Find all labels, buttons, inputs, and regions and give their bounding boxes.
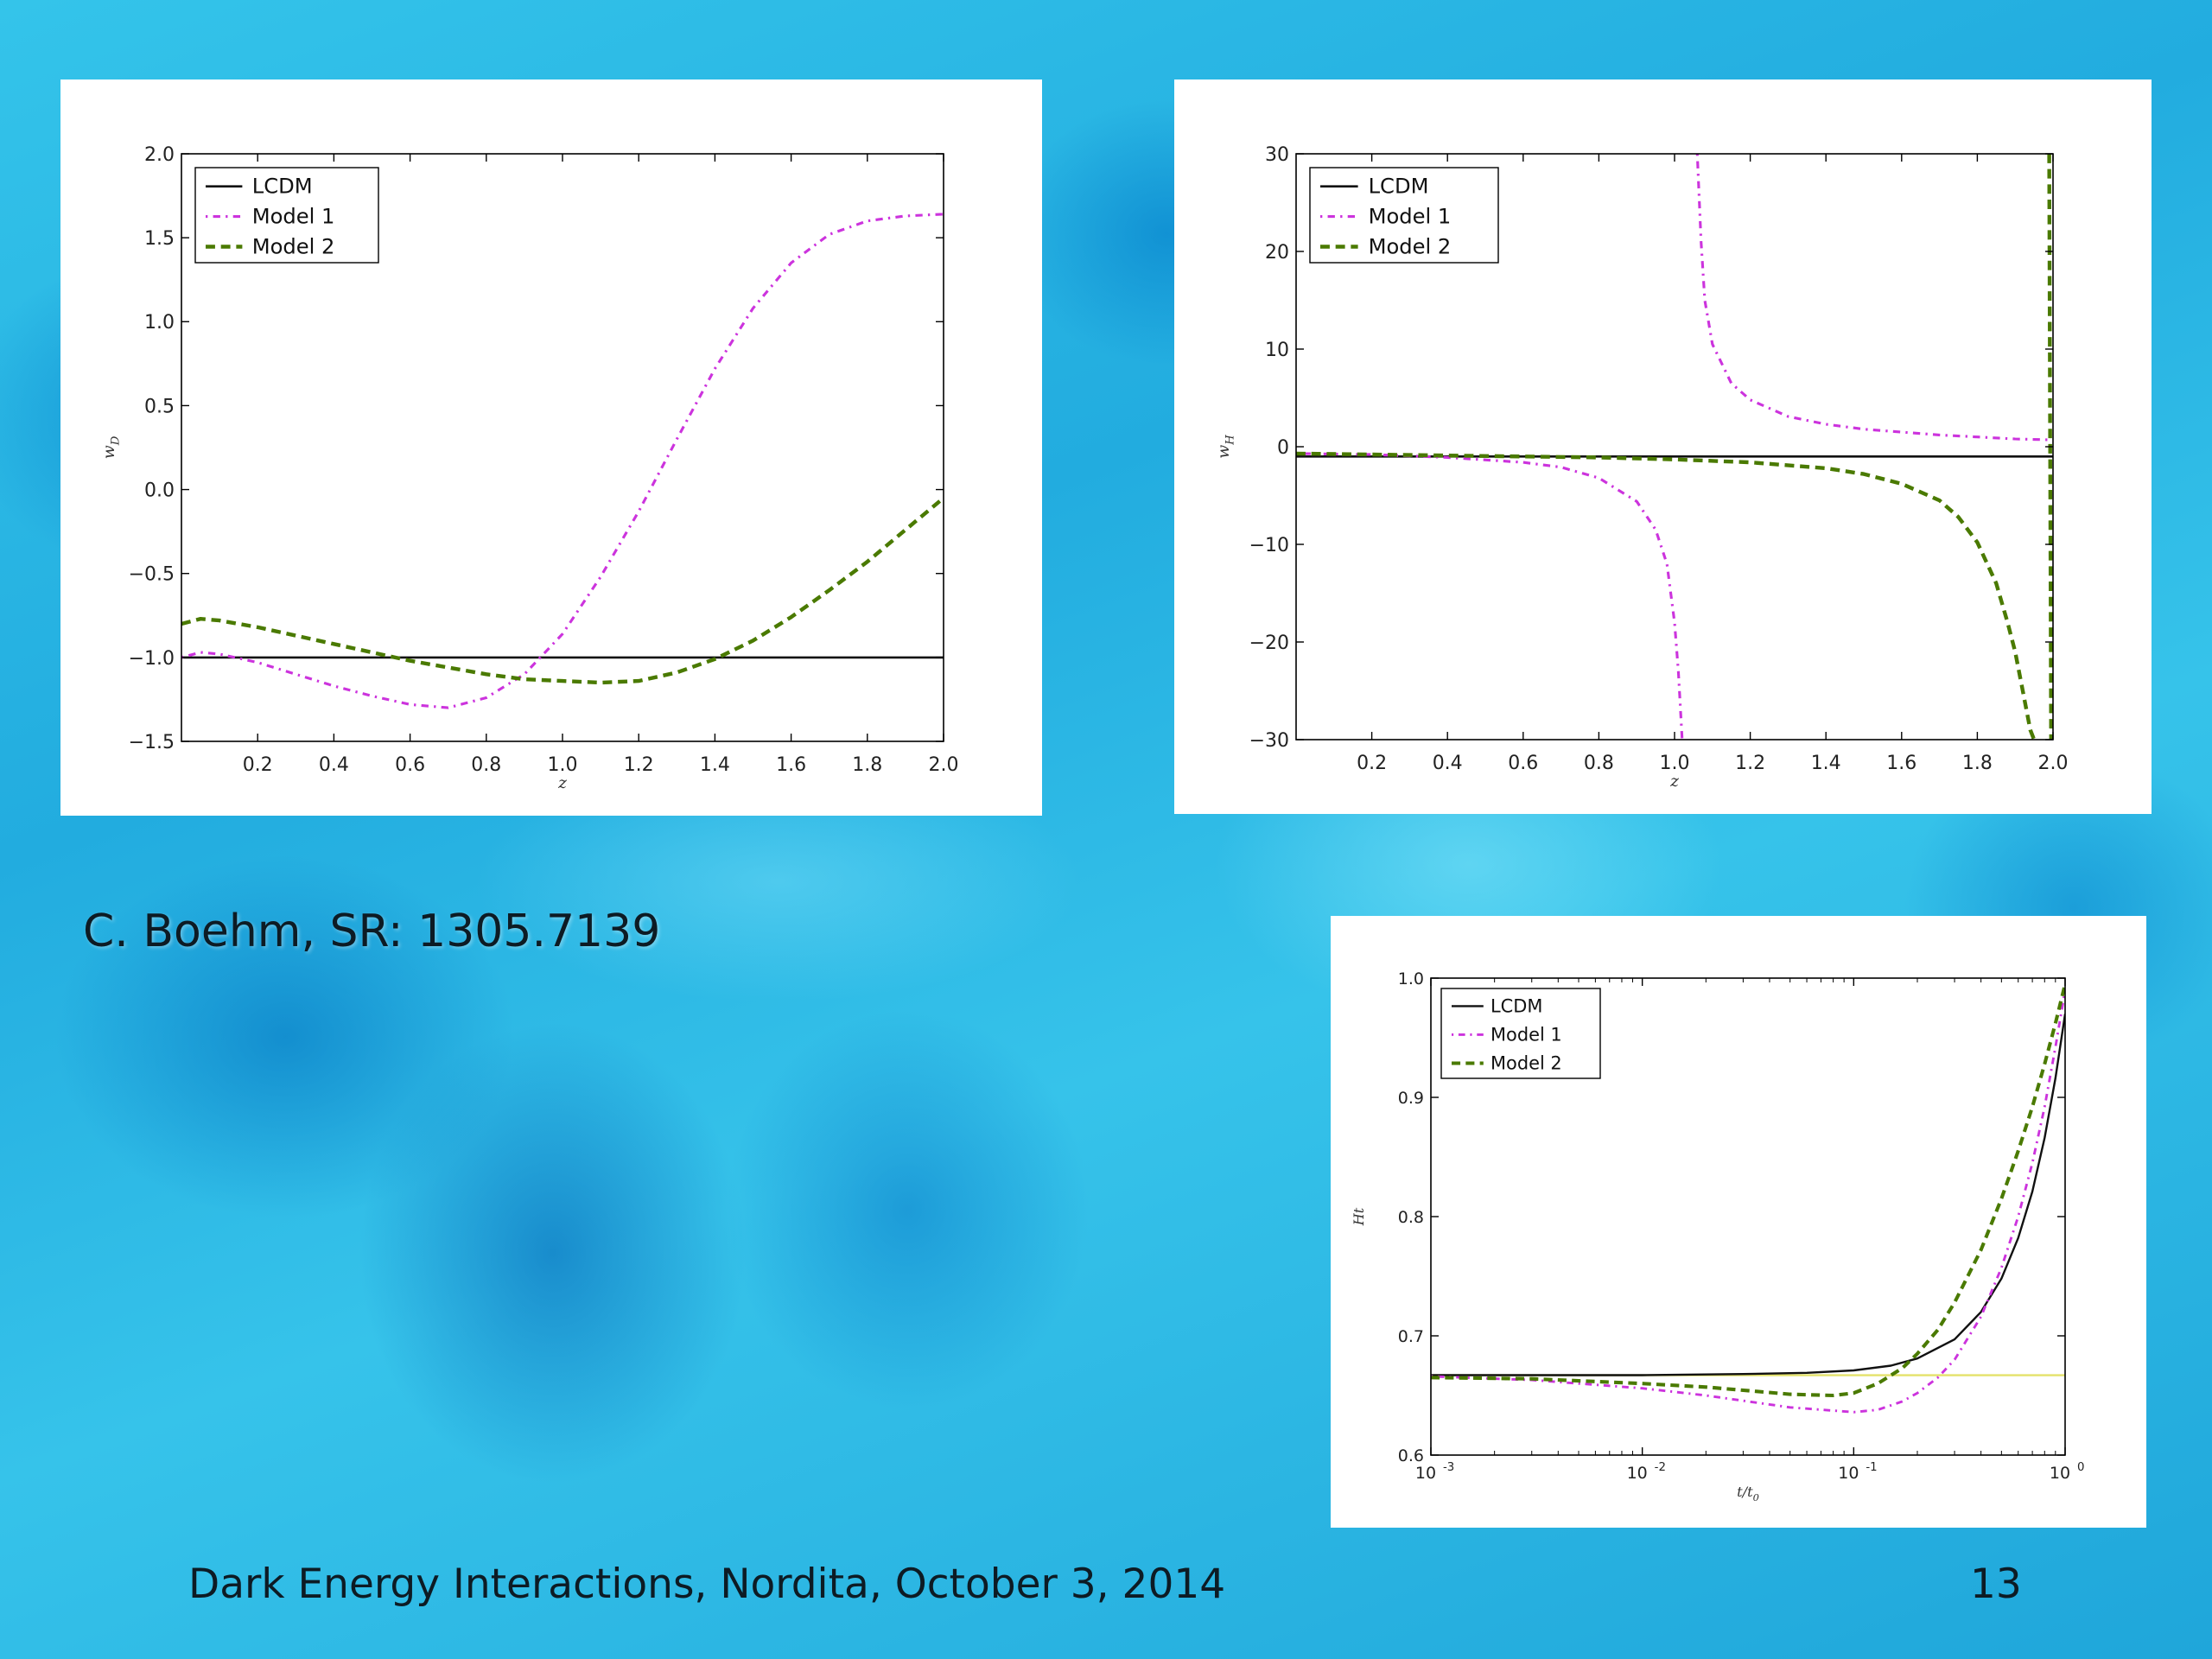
y-tick-label: −20: [1249, 632, 1289, 654]
x-tick-label: 10: [2050, 1464, 2070, 1483]
x-tick-label: 1.2: [624, 754, 654, 776]
legend-label: LCDM: [1491, 995, 1542, 1016]
x-tick-label: 1.8: [1962, 753, 1993, 774]
y-axis-label: wD: [100, 435, 123, 459]
legend-label: Model 1: [1491, 1024, 1562, 1045]
y-tick-label: 2.0: [144, 144, 175, 166]
x-tick-exponent: -2: [1655, 1461, 1666, 1474]
x-tick-label: 0.6: [395, 754, 425, 776]
chart-panel-wd: 0.2 0.4 0.6 0.8 1.0 1.2 1.4 1.6 1.8 2.0 2.0 1.5 1.0 0…: [60, 79, 1042, 816]
x-tick-label: 10: [1415, 1464, 1436, 1483]
y-tick-label: 0.9: [1398, 1089, 1424, 1108]
x-tick-label: 0.6: [1508, 753, 1538, 774]
x-tick-label: 1.4: [700, 754, 730, 776]
x-axis-label-sub: 0: [1753, 1491, 1759, 1503]
chart-wd: 0.2 0.4 0.6 0.8 1.0 1.2 1.4 1.6 1.8 2.0 2.0 1.5 1.0 0…: [100, 144, 959, 792]
y-axis-label-sub: D: [110, 435, 123, 446]
series-line-model-2: [181, 496, 944, 685]
series-line-model-1: [1695, 154, 2053, 442]
x-axis-label: t/t0: [1737, 1484, 1759, 1503]
legend-label: LCDM: [1369, 175, 1429, 199]
plot-area: [181, 213, 944, 709]
y-tick-label: 20: [1265, 242, 1289, 264]
x-tick-label: 1.6: [1886, 753, 1916, 774]
y-tick-label: −30: [1249, 730, 1289, 752]
x-tick-label: 2.0: [929, 754, 959, 776]
y-axis-label-main: w: [100, 445, 118, 459]
x-axis-label-main: t/t: [1737, 1484, 1753, 1500]
plot-area: [1431, 983, 2065, 1414]
y-tick-label: 1.0: [1398, 969, 1424, 988]
x-tick-label: 1.0: [1660, 753, 1690, 774]
y-tick-label: 0.8: [1398, 1208, 1424, 1227]
series-line-model-2: [1296, 451, 2037, 740]
x-tick-label: 2.0: [2038, 753, 2069, 774]
x-tick-exponent: -3: [1443, 1461, 1454, 1474]
x-tick-exponent: 0: [2077, 1461, 2084, 1474]
x-tick-label: 1.8: [852, 754, 882, 776]
x-tick-exponent: -1: [1866, 1461, 1877, 1474]
x-axis-label: z: [557, 774, 567, 792]
x-tick-label: 0.2: [1357, 753, 1387, 774]
y-tick-label: 0.7: [1398, 1327, 1424, 1346]
y-tick-label: −1.5: [129, 732, 175, 753]
y-axis-label: wH: [1215, 435, 1237, 459]
x-tick-label: 1.4: [1811, 753, 1841, 774]
series-line-model-1: [1296, 452, 1684, 740]
legend-label: Model 2: [252, 234, 335, 258]
legend-label: Model 2: [1491, 1052, 1562, 1073]
y-axis-label: Ht: [1351, 1207, 1367, 1226]
legend-label: Model 1: [252, 204, 335, 228]
y-tick-label: −0.5: [129, 564, 175, 586]
x-tick-label: 0.2: [243, 754, 273, 776]
footer-text: Dark Energy Interactions, Nordita, Octob…: [188, 1560, 1226, 1608]
x-tick-label: 0.4: [319, 754, 349, 776]
y-axis-label-main: w: [1215, 445, 1233, 459]
slide-number: 13: [1970, 1560, 2022, 1608]
citation-text: C. Boehm, SR: 1305.7139: [83, 906, 661, 957]
chart-panel-ht: 10 -3 10 -2 10 -1 10 0 1.0 0.9 0.8 0.7 0.6 t/t0 Ht LCDM…: [1331, 916, 2146, 1528]
y-tick-label: 0.5: [144, 396, 175, 417]
chart-ht: 10 -3 10 -2 10 -1 10 01.00.90.80.70.6t/t0HtLCDM…: [1351, 969, 2084, 1503]
y-tick-label: 1.5: [144, 228, 175, 250]
series-line-model-1: [1431, 989, 2065, 1414]
x-tick-label: 1.6: [776, 754, 806, 776]
legend-label: Model 2: [1369, 234, 1452, 258]
x-tick-label: 1.0: [548, 754, 578, 776]
y-tick-label: −1.0: [129, 648, 175, 670]
y-tick-label: 30: [1265, 144, 1289, 166]
legend-label: LCDM: [252, 175, 313, 199]
chart-wh: 0.2 0.4 0.6 0.8 1.0 1.2 1.4 1.6 1.8 2.0 30 20 10 0 −10…: [1215, 144, 2069, 791]
series-line-lcdm: [1431, 1014, 2065, 1376]
y-tick-label: 0.6: [1398, 1446, 1424, 1465]
x-tick-label: 1.2: [1735, 753, 1765, 774]
x-axis-label: z: [1669, 772, 1679, 791]
x-tick-label: 0.4: [1433, 753, 1463, 774]
chart-panel-wh: 0.2 0.4 0.6 0.8 1.0 1.2 1.4 1.6 1.8 2.0 30 20 10 0 −10…: [1174, 79, 2152, 814]
y-tick-label: 10: [1265, 340, 1289, 361]
legend-label: Model 1: [1369, 204, 1452, 228]
x-tick-label: 10: [1838, 1464, 1859, 1483]
y-tick-label: −10: [1249, 535, 1289, 556]
y-tick-label: 0.0: [144, 480, 175, 501]
x-tick-label: 10: [1627, 1464, 1648, 1483]
y-tick-label: 0: [1277, 437, 1289, 459]
y-tick-label: 1.0: [144, 312, 175, 334]
series-line-model-2: [1431, 983, 2065, 1398]
y-axis-label-sub: H: [1224, 435, 1237, 446]
x-tick-label: 0.8: [471, 754, 501, 776]
x-tick-label: 0.8: [1584, 753, 1614, 774]
